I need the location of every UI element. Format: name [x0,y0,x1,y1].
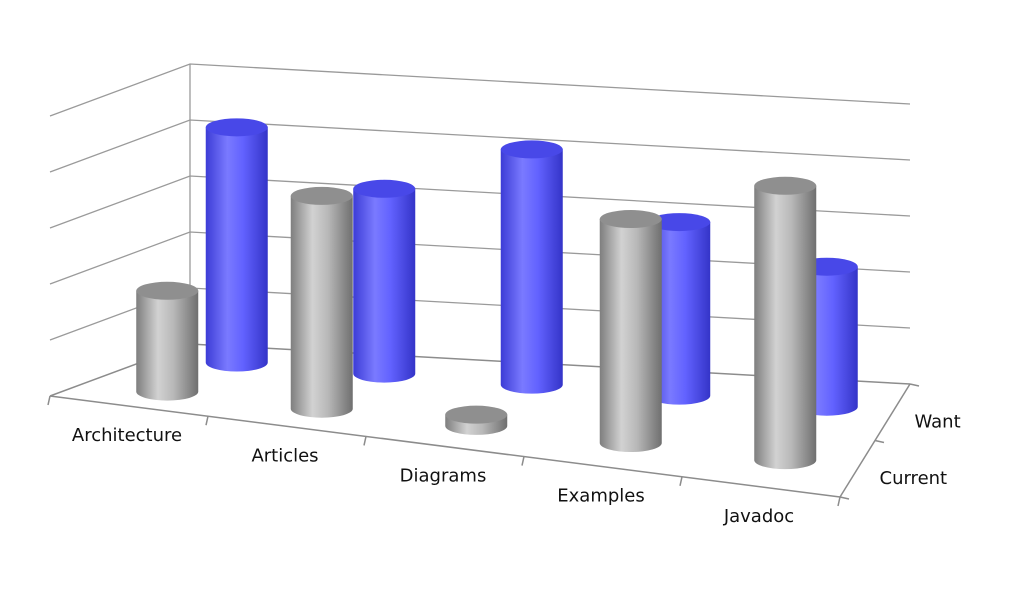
series-tick [874,439,885,444]
bar-top [500,140,563,159]
category-tick [521,456,525,466]
category-tick [679,476,683,486]
category-label: Examples [557,486,644,507]
bar-top [445,405,508,424]
bar-top [290,186,353,205]
bar-body [648,222,711,405]
category-tick [205,416,209,426]
bar-want-architecture [205,118,268,372]
bar-current-articles [290,186,353,418]
gridline [49,63,911,117]
series-label: Want [915,411,961,432]
bar-body [599,219,662,453]
bar-body [290,195,353,418]
category-tick [363,436,367,446]
category-tick [837,496,841,507]
labels-layer: Architecture Articles Diagrams Examples Java… [72,411,961,527]
bar-want-examples [648,213,711,405]
bar-top [599,210,662,229]
bar-body [353,188,416,383]
bar-body [754,185,817,470]
bars-layer [136,118,858,470]
bar-current-javadoc [754,176,817,470]
category-label: Diagrams [400,466,487,487]
bar-body [205,127,268,372]
bar-top [754,176,817,195]
gridline [49,119,911,173]
category-label: Articles [251,445,318,466]
category-label: Architecture [72,425,182,446]
bar-body [500,149,563,394]
bar-want-diagrams [500,140,563,394]
category-axis [49,395,841,498]
bar-want-articles [353,179,416,383]
bar-top [648,213,711,232]
category-label: Javadoc [723,506,794,527]
series-label: Current [880,468,948,489]
series-tick [909,383,920,387]
bar-top [136,281,199,300]
bar-current-diagrams [445,405,508,435]
category-tick [47,395,51,406]
bar-body [136,290,199,401]
series-tick [839,496,850,500]
bar-top [353,179,416,198]
bar-current-examples [599,210,662,453]
bar-current-architecture [136,281,199,401]
bar-top [205,118,268,137]
